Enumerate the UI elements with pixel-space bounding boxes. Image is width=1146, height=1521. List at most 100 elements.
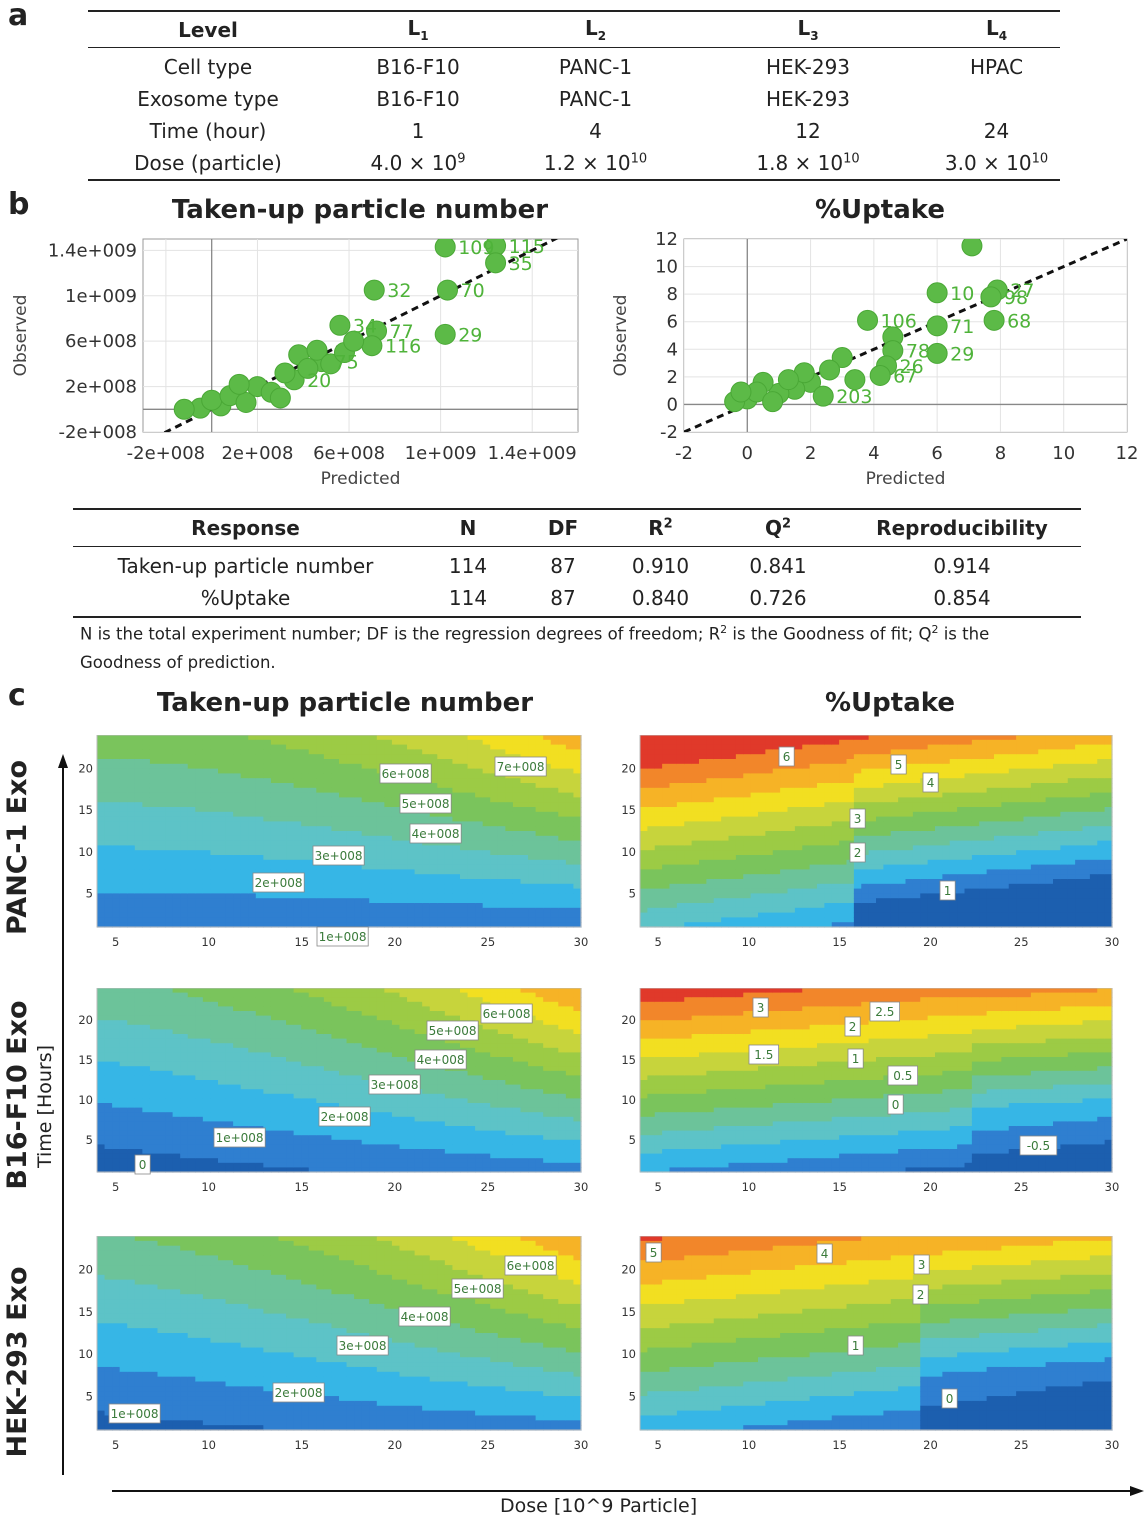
- contour-cell: [898, 811, 907, 818]
- contour-cell: [286, 807, 295, 813]
- contour-cell: [809, 759, 818, 765]
- contour-cell: [391, 850, 401, 856]
- contour-cell: [467, 759, 476, 765]
- contour-cell: [824, 907, 833, 914]
- contour-cell: [202, 859, 212, 866]
- contour-cell: [890, 869, 899, 875]
- contour-cell: [505, 807, 514, 813]
- contour-cell: [565, 831, 575, 837]
- contour-cell: [699, 735, 707, 741]
- contour-cell: [876, 903, 884, 909]
- contour-cell: [1016, 917, 1025, 923]
- contour-cell: [654, 912, 663, 918]
- contour-cell: [384, 792, 393, 798]
- panel-a-table: Level L1 L2 L3 L4 Cell type B16-F10 PANC-1…: [88, 10, 1060, 181]
- contour-cell: [772, 855, 781, 861]
- contour-cell: [1008, 735, 1017, 741]
- contour-cell: [994, 869, 1002, 875]
- contour-cell: [346, 773, 355, 779]
- contour-cell: [528, 835, 537, 842]
- contour-cell: [512, 903, 522, 909]
- contour-cell: [293, 739, 302, 746]
- contour-cell: [361, 888, 370, 894]
- contour-cell: [1038, 735, 1047, 741]
- contour-cell: [699, 787, 707, 794]
- data-point: [329, 314, 351, 336]
- contour-cell: [846, 864, 855, 870]
- contour-cell: [520, 855, 529, 861]
- contour-cell: [920, 917, 929, 923]
- contour-cell: [1016, 855, 1025, 861]
- contour-cell: [316, 922, 325, 928]
- contour-cell: [316, 773, 325, 779]
- contour-cell: [699, 763, 707, 770]
- contour-cell: [691, 831, 700, 837]
- contour-cell: [331, 917, 340, 923]
- contour-cell: [565, 807, 575, 813]
- contour-cell: [134, 922, 143, 928]
- contour-cell: [824, 912, 833, 918]
- contour-cell: [104, 802, 113, 808]
- contour-cell: [528, 888, 537, 894]
- contour-cell: [986, 840, 995, 846]
- contour-cell: [662, 912, 671, 918]
- contour-cell: [957, 879, 966, 885]
- contour-cell: [240, 754, 249, 760]
- contour-cell: [758, 816, 766, 822]
- contour-cell: [750, 898, 759, 904]
- contour-cell: [384, 903, 393, 909]
- contour-cell: [270, 893, 280, 899]
- contour-cell: [354, 797, 363, 803]
- contour-cell: [721, 898, 730, 904]
- contour-cell: [104, 768, 113, 774]
- contour-cell: [728, 763, 737, 770]
- contour-cell: [986, 903, 995, 909]
- contour-cell: [505, 826, 514, 832]
- contour-cell: [210, 744, 219, 750]
- contour-cell: [437, 888, 446, 894]
- contour-cell: [721, 869, 730, 875]
- contour-cell: [1008, 922, 1017, 928]
- contour-cell: [1008, 879, 1017, 885]
- contour-cell: [218, 893, 227, 899]
- contour-cell: [868, 917, 877, 923]
- contour-cell: [912, 922, 921, 928]
- contour-cell: [149, 840, 159, 846]
- contour-cell: [794, 807, 803, 813]
- contour-cell: [706, 855, 715, 861]
- contour-cell: [263, 840, 272, 846]
- contour-cell: [861, 763, 870, 770]
- contour-cell: [104, 912, 113, 918]
- contour-cell: [565, 879, 575, 885]
- contour-cell: [721, 797, 730, 803]
- contour-cell: [104, 773, 113, 779]
- contour-cell: [195, 888, 204, 894]
- contour-cell: [134, 744, 143, 750]
- contour-cell: [994, 797, 1002, 803]
- contour-cell: [270, 768, 280, 774]
- contour-cell: [369, 787, 378, 794]
- contour-cell: [971, 835, 980, 842]
- contour-cell: [868, 802, 877, 808]
- contour-cell: [512, 859, 522, 866]
- contour-cell: [927, 850, 936, 856]
- contour-cell: [286, 907, 295, 914]
- contour-cell: [112, 869, 121, 875]
- contour-cell: [647, 869, 656, 875]
- contour-cell: [640, 735, 648, 741]
- contour-cell: [391, 744, 401, 750]
- contour-cell: [654, 768, 663, 774]
- contour-cell: [772, 749, 781, 755]
- contour-cell: [883, 754, 892, 760]
- contour-cell: [202, 802, 212, 808]
- contour-cell: [475, 883, 484, 890]
- contour-cell: [112, 903, 121, 909]
- contour-cell: [735, 869, 744, 875]
- contour-cell: [475, 811, 484, 818]
- contour-cell: [407, 869, 416, 875]
- contour-cell: [750, 869, 759, 875]
- contour-cell: [497, 821, 506, 827]
- contour-cell: [429, 845, 438, 851]
- contour-cell: [384, 869, 393, 875]
- contour-cell: [346, 816, 355, 822]
